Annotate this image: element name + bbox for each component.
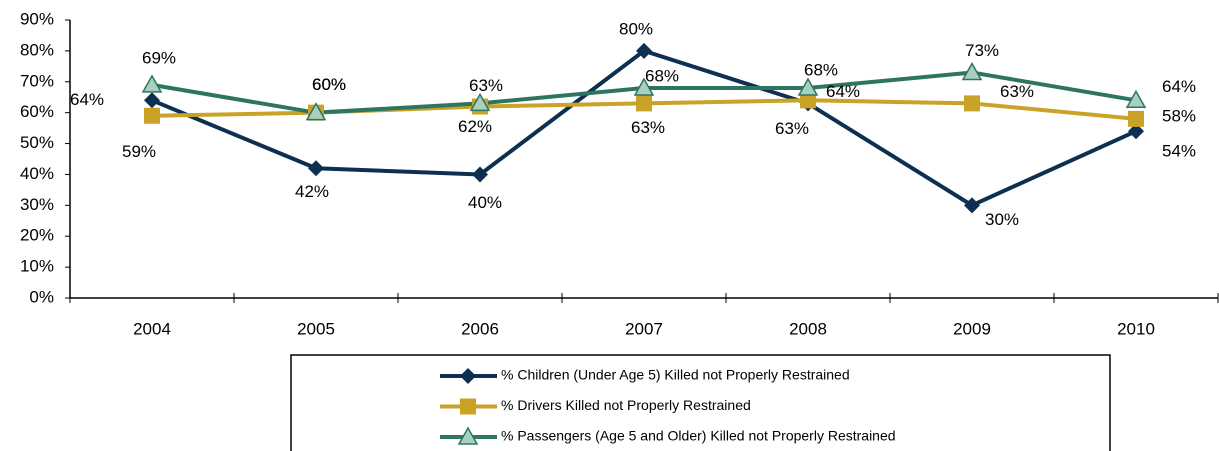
data-point	[472, 166, 488, 183]
y-tick-label: 70%	[20, 71, 54, 90]
data-label: 60%	[312, 75, 346, 94]
data-label: 62%	[458, 117, 492, 136]
legend-label: % Children (Under Age 5) Killed not Prop…	[501, 367, 850, 383]
data-label: 73%	[965, 41, 999, 60]
data-point	[964, 95, 980, 112]
legend-label: % Passengers (Age 5 and Older) Killed no…	[501, 428, 896, 444]
data-label: 63%	[469, 76, 503, 95]
data-point	[636, 95, 652, 112]
data-point	[308, 160, 324, 177]
data-label: 59%	[122, 142, 156, 161]
y-tick-label: 40%	[20, 164, 54, 183]
y-tick-label: 90%	[20, 9, 54, 28]
data-label: 63%	[1000, 82, 1034, 101]
data-label: 63%	[775, 119, 809, 138]
data-label: 64%	[1162, 77, 1196, 96]
data-point	[1128, 110, 1144, 127]
data-label: 68%	[645, 66, 679, 85]
data-point	[961, 61, 983, 81]
data-point	[964, 197, 980, 214]
data-label: 64%	[70, 90, 104, 109]
data-point	[633, 77, 655, 96]
data-label: 60%	[312, 75, 346, 94]
data-point	[305, 102, 327, 121]
data-point	[144, 107, 160, 124]
data-point	[1125, 89, 1147, 109]
data-point	[144, 92, 160, 109]
x-tick-label: 2008	[789, 319, 827, 338]
x-tick-label: 2007	[625, 319, 663, 338]
data-label: 69%	[142, 48, 176, 67]
legend-box	[290, 354, 1111, 451]
x-tick-label: 2009	[953, 319, 991, 338]
data-point	[797, 77, 819, 96]
data-label: 54%	[1162, 142, 1196, 161]
y-tick-label: 60%	[20, 102, 54, 121]
x-tick-label: 2005	[297, 319, 335, 338]
data-point	[141, 74, 163, 93]
data-point	[1128, 123, 1144, 140]
x-tick-label: 2006	[461, 319, 499, 338]
data-label: 63%	[631, 118, 665, 137]
x-tick-label: 2010	[1117, 319, 1155, 338]
data-label: 40%	[468, 193, 502, 212]
x-tick-label: 2004	[133, 319, 171, 338]
y-tick-label: 10%	[20, 257, 54, 276]
y-tick-label: 20%	[20, 226, 54, 245]
data-label: 58%	[1162, 106, 1196, 125]
data-point	[636, 42, 652, 59]
data-label: 30%	[985, 210, 1019, 229]
legend-marker	[457, 426, 479, 445]
y-tick-label: 30%	[20, 195, 54, 214]
legend-label: % Drivers Killed not Properly Restrained	[501, 397, 751, 413]
y-tick-label: 0%	[29, 287, 54, 306]
data-point	[469, 92, 491, 112]
data-point	[800, 92, 816, 109]
y-tick-label: 50%	[20, 133, 54, 152]
legend-marker	[460, 398, 476, 415]
y-tick-label: 80%	[20, 40, 54, 59]
data-label: 42%	[295, 182, 329, 201]
data-label: 68%	[804, 60, 838, 79]
data-label: 64%	[826, 82, 860, 101]
data-label: 80%	[619, 19, 653, 38]
legend-marker	[460, 368, 476, 384]
